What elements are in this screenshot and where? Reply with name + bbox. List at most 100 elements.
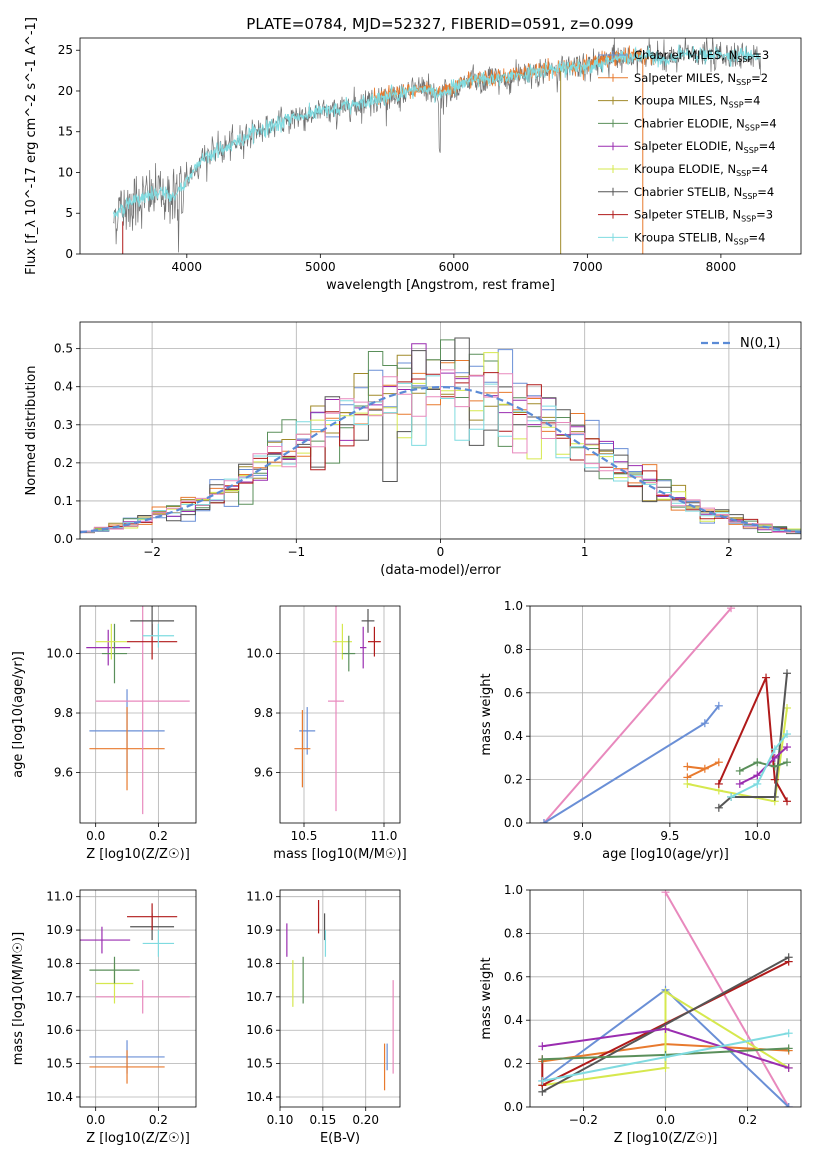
legend-count: =4 <box>757 185 774 199</box>
axes-frame <box>279 605 401 824</box>
x-tick-label: −2 <box>143 545 161 559</box>
weight-line <box>718 673 788 809</box>
y-tick-label: 10.4 <box>246 1090 273 1104</box>
axes-frame <box>79 889 197 1108</box>
y-tick-label: 0 <box>65 247 73 261</box>
x-tick-label: −0.2 <box>569 1113 598 1127</box>
x-axis-label: (data-model)/error <box>380 563 501 578</box>
y-tick-label: 25 <box>58 43 73 57</box>
x-tick-label: 5000 <box>305 260 336 274</box>
axes-frame <box>79 321 802 540</box>
legend-sub: SSP <box>745 123 760 132</box>
y-tick-label: 5 <box>65 206 73 220</box>
legend-count: =3 <box>756 208 773 222</box>
weight-line <box>687 707 788 803</box>
panel: 10.5 11.0 9.6 9.8 10.0 mass [log10(M/M☉)] <box>246 605 407 862</box>
axes-frame <box>529 605 802 824</box>
x-axis-label: Z [log10(Z/Z☉)] <box>614 1131 718 1146</box>
legend-count: =4 <box>744 94 761 108</box>
y-tick-label: 0.2 <box>504 773 523 787</box>
plot-area <box>112 38 762 254</box>
weight-line <box>664 891 790 1107</box>
axes-frame <box>79 605 197 824</box>
legend-label: Salpeter ELODIE, NSSP=4 <box>634 139 776 155</box>
plot-area <box>80 890 196 1107</box>
histogram-kroupa-stelib-pink <box>80 369 801 533</box>
y-tick-label: 0.2 <box>504 1057 523 1071</box>
x-tick-label: 0.0 <box>86 1113 105 1127</box>
x-tick-label: 0 <box>437 545 445 559</box>
legend-sub: SSP <box>737 55 752 64</box>
y-axis-label: age [log10(age/yr)] <box>11 651 26 778</box>
histogram-chabrier-elodie <box>80 339 801 533</box>
plot-area <box>280 890 400 1107</box>
y-tick-label: 20 <box>58 84 73 98</box>
y-axis-label: Normed distribution <box>24 366 39 496</box>
legend-label: Kroupa ELODIE, NSSP=4 <box>634 162 768 178</box>
y-tick-label: 0.6 <box>504 686 523 700</box>
x-tick-label: 0.2 <box>149 1113 168 1127</box>
y-tick-label: 10.7 <box>246 990 273 1004</box>
y-tick-label: 1.0 <box>504 599 523 613</box>
legend: Chabrier MILES, NSSP=3 Salpeter MILES, NS… <box>598 48 777 246</box>
legend-count: =4 <box>759 139 776 153</box>
x-tick-label: 0.0 <box>656 1113 675 1127</box>
legend-count: =2 <box>751 71 768 85</box>
x-tick-label: 0.0 <box>86 829 105 843</box>
x-tick-label: 0.10 <box>267 1113 294 1127</box>
legend-sub: SSP <box>736 78 751 87</box>
y-tick-label: 0.4 <box>504 1013 523 1027</box>
x-axis-label: Z [log10(Z/Z☉)] <box>86 1131 190 1146</box>
x-tick-label: 6000 <box>439 260 470 274</box>
panel: 0.0 0.2 9.6 9.8 10.0 Z [log10(Z/Z☉)] age [log1… <box>11 605 197 862</box>
normal-curve <box>80 385 801 534</box>
legend-label: Salpeter MILES, NSSP=2 <box>634 71 768 87</box>
legend-label: N(0,1) <box>740 336 781 351</box>
x-tick-label: 9.0 <box>573 829 592 843</box>
y-tick-label: 9.8 <box>54 706 73 720</box>
y-axis-label: Flux [f_λ 10^-17 erg cm^-2 s^-1 A^-1] <box>24 17 39 275</box>
x-tick-label: 10.0 <box>744 829 771 843</box>
spectrum-model-salpeter-miles <box>373 45 655 105</box>
axes-frame <box>279 889 401 1108</box>
weight-line <box>541 956 790 1093</box>
y-axis-label: mass [log10(M/M☉)] <box>11 932 26 1065</box>
y-tick-label: 0.8 <box>504 926 523 940</box>
panel: −0.2 0.0 0.2 0.0 0.2 0.4 0.6 0.8 1.0 Z [log10(Z/Z… <box>479 883 802 1146</box>
x-tick-label: 8000 <box>706 260 737 274</box>
legend-label: Salpeter STELIB, NSSP=3 <box>634 208 773 224</box>
legend-count: =3 <box>752 48 769 62</box>
x-tick-label: 4000 <box>172 260 203 274</box>
x-tick-label: 11.0 <box>371 829 398 843</box>
y-tick-label: 0.8 <box>504 642 523 656</box>
y-tick-label: 11.0 <box>246 890 273 904</box>
y-tick-label: 9.8 <box>254 706 273 720</box>
panel: 4000 5000 6000 7000 8000 0 5 10 15 20 25 wavelength… <box>24 17 802 293</box>
y-tick-label: 9.6 <box>54 765 73 779</box>
panel: 9.0 9.5 10.0 0.0 0.2 0.4 0.6 0.8 1.0 age [log10(a… <box>479 599 802 862</box>
legend-count: =4 <box>760 116 777 130</box>
legend-label: Chabrier MILES, NSSP=3 <box>634 48 769 64</box>
x-tick-label: 0.15 <box>309 1113 336 1127</box>
weight-line <box>717 677 788 802</box>
weight-line <box>686 761 720 779</box>
y-tick-label: 10.7 <box>46 990 73 1004</box>
legend-label: Kroupa MILES, NSSP=4 <box>634 94 760 110</box>
y-tick-label: 10.6 <box>46 1023 73 1037</box>
y-tick-label: 0.5 <box>54 342 73 356</box>
y-tick-label: 0.4 <box>504 729 523 743</box>
x-axis-label: E(B-V) <box>320 1131 360 1146</box>
y-tick-label: 10.0 <box>246 647 273 661</box>
y-tick-label: 10.5 <box>46 1057 73 1071</box>
y-tick-label: 0.0 <box>504 1100 523 1114</box>
panel: 0.10 0.15 0.20 10.4 10.5 10.6 10.7 10.8 10.9 11.0… <box>246 889 401 1146</box>
x-tick-label: 0.20 <box>352 1113 379 1127</box>
legend-count: =4 <box>749 230 766 244</box>
x-axis-label: age [log10(age/yr)] <box>602 847 729 862</box>
axes-frame <box>529 889 802 1108</box>
x-tick-label: −1 <box>287 545 305 559</box>
y-tick-label: 10.4 <box>46 1090 73 1104</box>
legend-sub: SSP <box>734 237 749 246</box>
x-tick-label: 9.5 <box>660 829 679 843</box>
x-axis-label: mass [log10(M/M☉)] <box>273 847 406 862</box>
